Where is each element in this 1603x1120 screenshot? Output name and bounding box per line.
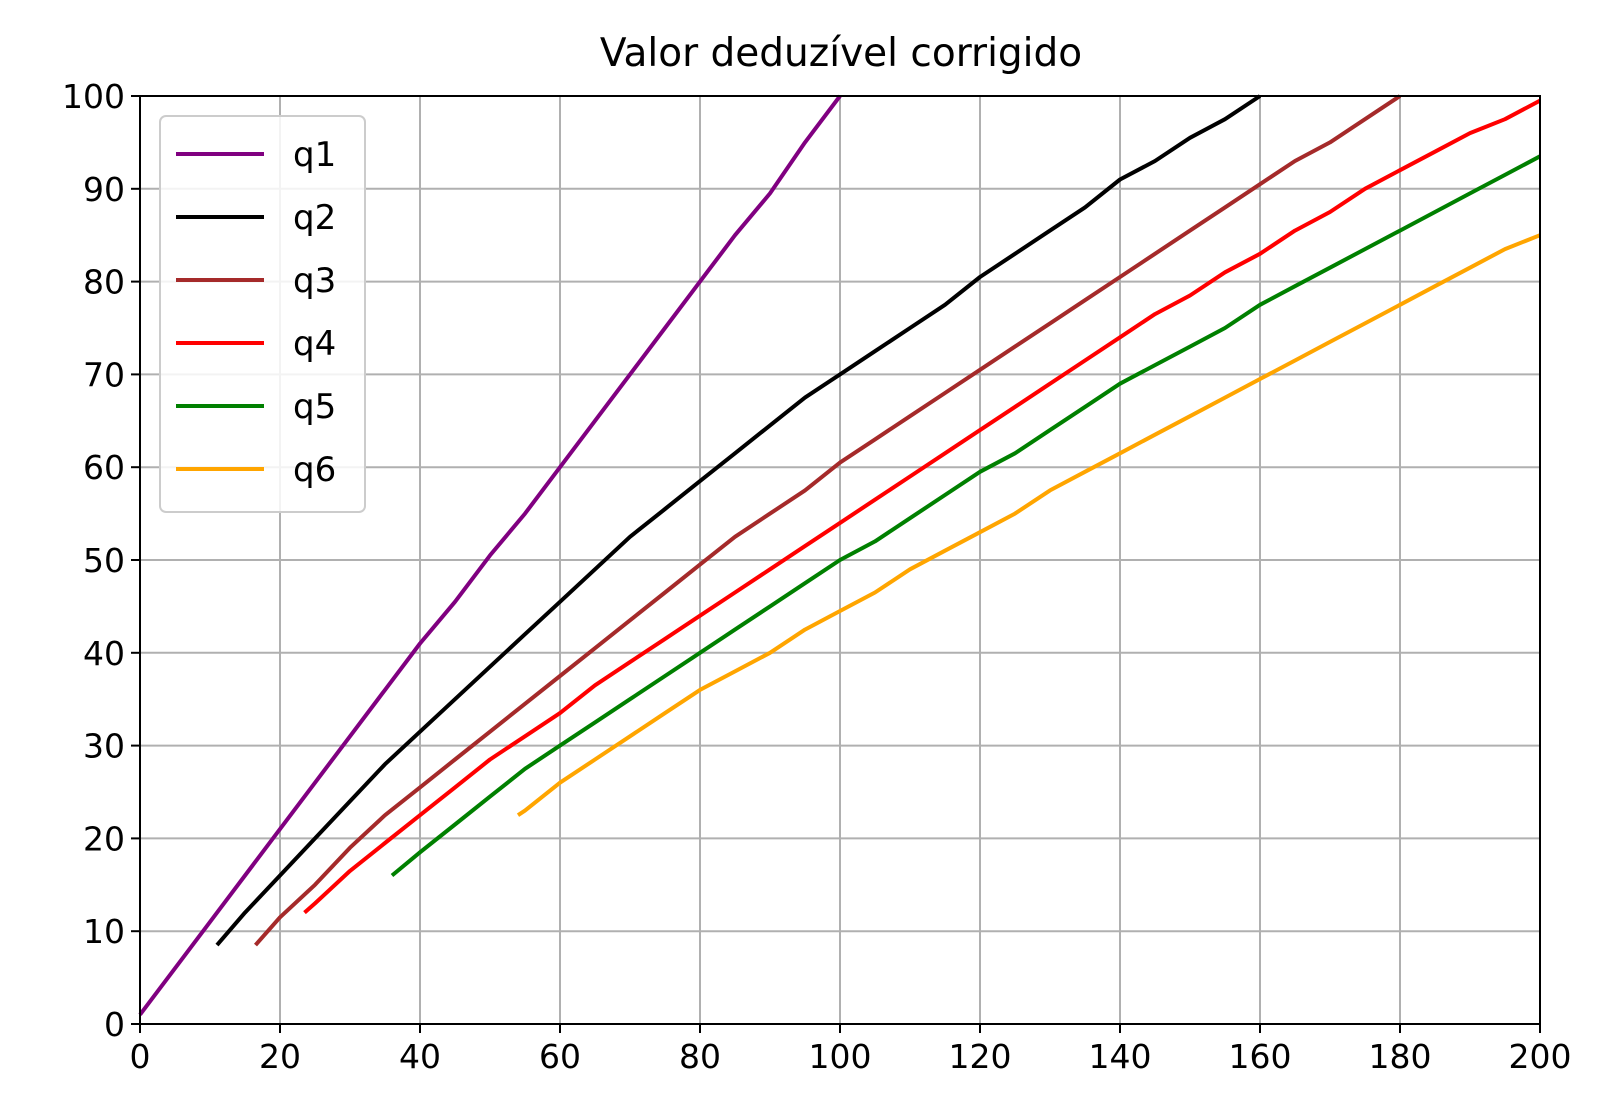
x-tick-label: 60 bbox=[539, 1037, 581, 1076]
x-tick-label: 80 bbox=[679, 1037, 721, 1076]
y-tick-label: 60 bbox=[83, 448, 125, 487]
legend-label-q5: q5 bbox=[293, 387, 336, 427]
x-tick-label: 160 bbox=[1229, 1037, 1292, 1076]
x-tick-label: 100 bbox=[809, 1037, 872, 1076]
y-tick-label: 20 bbox=[83, 819, 125, 858]
series-line-q3 bbox=[253, 94, 1402, 947]
y-tick-label: 0 bbox=[104, 1005, 125, 1044]
y-tick-label: 40 bbox=[83, 634, 125, 673]
y-tick-label: 50 bbox=[83, 541, 125, 580]
plot-series bbox=[138, 94, 1541, 1016]
series-line-q5 bbox=[390, 154, 1541, 878]
series-line-q1 bbox=[138, 94, 842, 1016]
series-line-q6 bbox=[516, 233, 1541, 817]
x-tick-label: 0 bbox=[130, 1037, 151, 1076]
x-tick-label: 140 bbox=[1089, 1037, 1152, 1076]
series-line-q4 bbox=[303, 98, 1541, 915]
legend-label-q1: q1 bbox=[293, 135, 336, 175]
x-tick-label: 120 bbox=[949, 1037, 1012, 1076]
y-tick-label: 10 bbox=[83, 912, 125, 951]
x-tick-label: 180 bbox=[1369, 1037, 1432, 1076]
legend-label-q6: q6 bbox=[293, 450, 336, 490]
chart-title: Valor deduzível corrigido bbox=[600, 31, 1082, 76]
x-tick-label: 40 bbox=[399, 1037, 441, 1076]
y-tick-label: 90 bbox=[83, 170, 125, 209]
series-line-q2 bbox=[215, 94, 1262, 947]
y-tick-label: 70 bbox=[83, 355, 125, 394]
x-tick-label: 20 bbox=[259, 1037, 301, 1076]
y-tick-label: 30 bbox=[83, 727, 125, 766]
axis-ticks: 0 20 40 60 80 100 120 140 160 180 200 0 10 20 30 40 50 60… bbox=[62, 77, 1572, 1076]
legend: q1 q2 q3 q4 q5 q6 bbox=[159, 115, 366, 513]
y-tick-label: 100 bbox=[62, 77, 125, 116]
x-tick-label: 200 bbox=[1509, 1037, 1572, 1076]
y-tick-label: 80 bbox=[83, 263, 125, 302]
legend-label-q4: q4 bbox=[293, 324, 336, 364]
legend-label-q3: q3 bbox=[293, 261, 336, 301]
legend-label-q2: q2 bbox=[293, 198, 336, 238]
